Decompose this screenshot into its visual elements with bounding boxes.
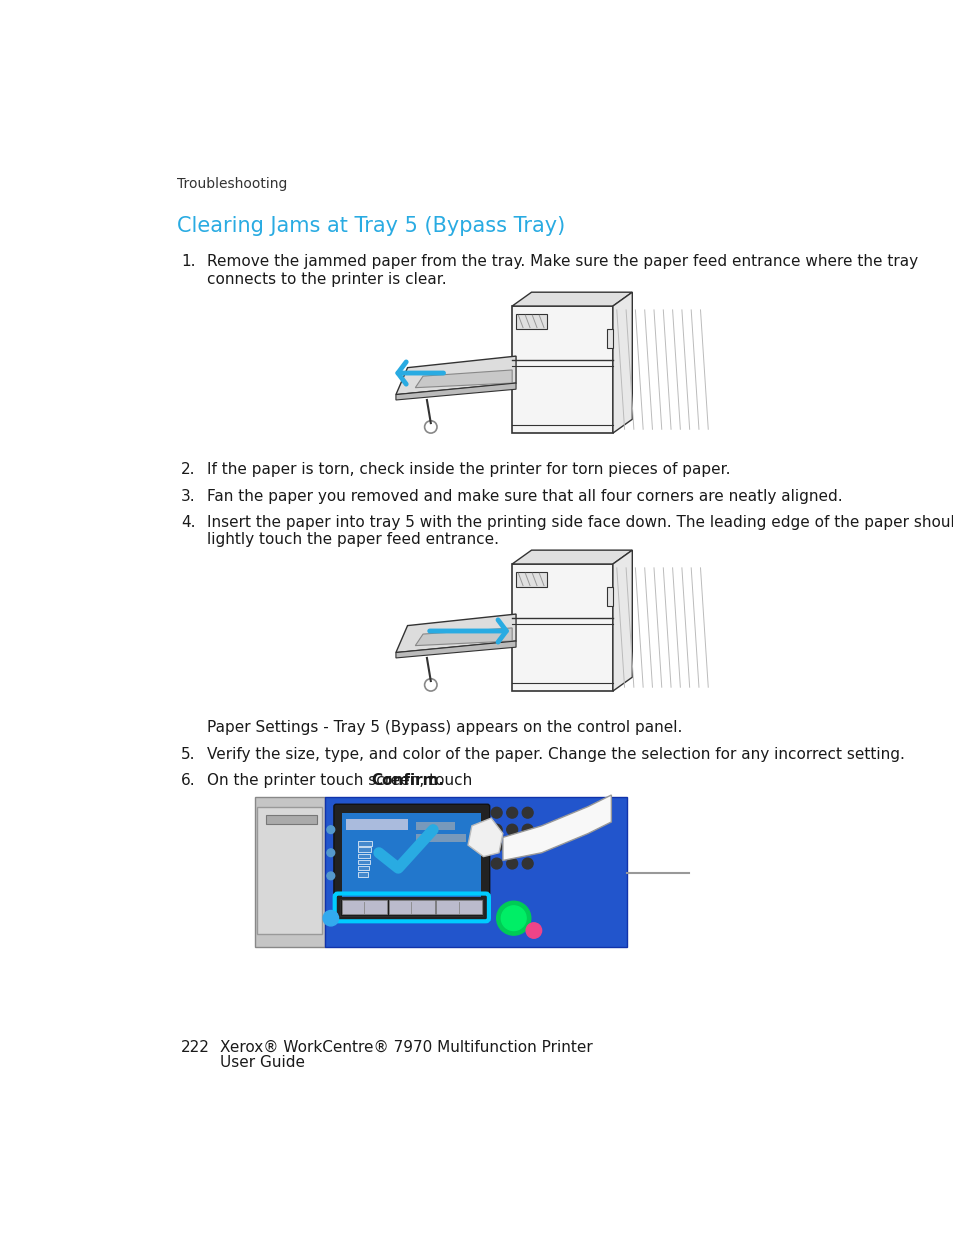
Polygon shape [395,641,516,658]
Circle shape [491,858,501,869]
FancyBboxPatch shape [254,798,324,947]
FancyBboxPatch shape [357,841,372,846]
Text: Confirm.: Confirm. [371,773,443,788]
Text: 1.: 1. [181,254,195,269]
Text: 3.: 3. [181,489,195,504]
Polygon shape [395,383,516,400]
Polygon shape [395,614,516,652]
FancyBboxPatch shape [416,823,455,830]
FancyBboxPatch shape [342,813,480,898]
Text: Verify the size, type, and color of the paper. Change the selection for any inco: Verify the size, type, and color of the … [207,747,903,762]
FancyBboxPatch shape [357,866,369,871]
Text: Xerox® WorkCentre® 7970 Multifunction Printer: Xerox® WorkCentre® 7970 Multifunction Pr… [220,1040,592,1055]
FancyBboxPatch shape [606,330,612,348]
Text: Remove the jammed paper from the tray. Make sure the paper feed entrance where t: Remove the jammed paper from the tray. M… [207,254,917,287]
FancyBboxPatch shape [346,819,408,830]
Text: If the paper is torn, check inside the printer for torn pieces of paper.: If the paper is torn, check inside the p… [207,462,730,478]
Polygon shape [512,306,612,433]
Circle shape [497,902,530,935]
Circle shape [327,826,335,834]
Polygon shape [512,293,632,306]
Polygon shape [612,550,632,692]
Polygon shape [612,293,632,433]
Text: Insert the paper into tray 5 with the printing side face down. The leading edge : Insert the paper into tray 5 with the pr… [207,515,953,547]
FancyBboxPatch shape [516,314,546,330]
Circle shape [521,808,533,818]
Text: 6.: 6. [181,773,195,788]
Text: On the printer touch screen, touch: On the printer touch screen, touch [207,773,476,788]
FancyBboxPatch shape [357,860,369,864]
FancyBboxPatch shape [357,872,368,877]
FancyBboxPatch shape [266,815,316,824]
FancyBboxPatch shape [416,835,466,842]
FancyBboxPatch shape [357,847,371,852]
Circle shape [506,808,517,818]
Circle shape [506,824,517,835]
FancyBboxPatch shape [436,900,481,914]
Polygon shape [512,564,612,692]
Text: 5.: 5. [181,747,195,762]
Polygon shape [512,550,632,564]
Polygon shape [415,627,512,646]
Circle shape [506,841,517,852]
Text: Clearing Jams at Tray 5 (Bypass Tray): Clearing Jams at Tray 5 (Bypass Tray) [177,216,565,236]
Circle shape [521,858,533,869]
Circle shape [491,841,501,852]
Text: 2.: 2. [181,462,195,478]
Polygon shape [415,370,512,388]
Polygon shape [502,795,611,861]
Text: User Guide: User Guide [220,1055,305,1071]
Circle shape [323,910,338,926]
Polygon shape [395,356,516,395]
Circle shape [506,858,517,869]
FancyBboxPatch shape [341,900,387,914]
Circle shape [491,824,501,835]
FancyBboxPatch shape [606,587,612,606]
FancyBboxPatch shape [257,808,322,934]
Text: Paper Settings - Tray 5 (Bypass) appears on the control panel.: Paper Settings - Tray 5 (Bypass) appears… [207,720,681,735]
FancyBboxPatch shape [357,853,370,858]
FancyBboxPatch shape [324,798,626,947]
Circle shape [500,906,525,930]
Circle shape [521,841,533,852]
FancyBboxPatch shape [516,572,546,587]
Circle shape [491,808,501,818]
FancyBboxPatch shape [340,899,483,916]
FancyBboxPatch shape [334,804,489,920]
Text: Fan the paper you removed and make sure that all four corners are neatly aligned: Fan the paper you removed and make sure … [207,489,841,504]
Polygon shape [468,818,502,857]
Circle shape [525,923,541,939]
Text: 222: 222 [181,1040,210,1055]
Text: 4.: 4. [181,515,195,530]
FancyBboxPatch shape [389,900,435,914]
Text: Troubleshooting: Troubleshooting [177,178,288,191]
Circle shape [521,824,533,835]
Circle shape [327,872,335,879]
Circle shape [327,848,335,857]
